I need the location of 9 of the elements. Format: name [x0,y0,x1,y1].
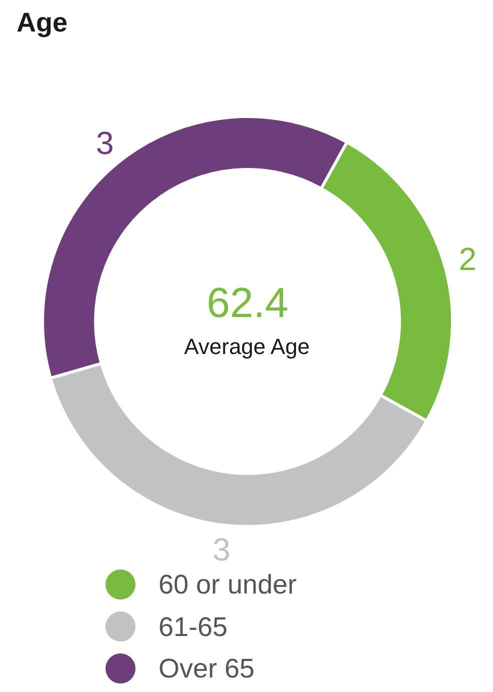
text: Average Age [184,334,310,359]
legend-label: 60 or under [158,570,297,600]
legend-label: Over 65 [158,654,255,684]
legend-label: 61-65 [158,612,228,642]
text: 62.4 [206,279,288,326]
data-label: 3 [96,124,114,161]
data-label: 2 [458,240,477,277]
data-label: 3 [212,532,230,568]
chart-title: Age [16,8,68,38]
